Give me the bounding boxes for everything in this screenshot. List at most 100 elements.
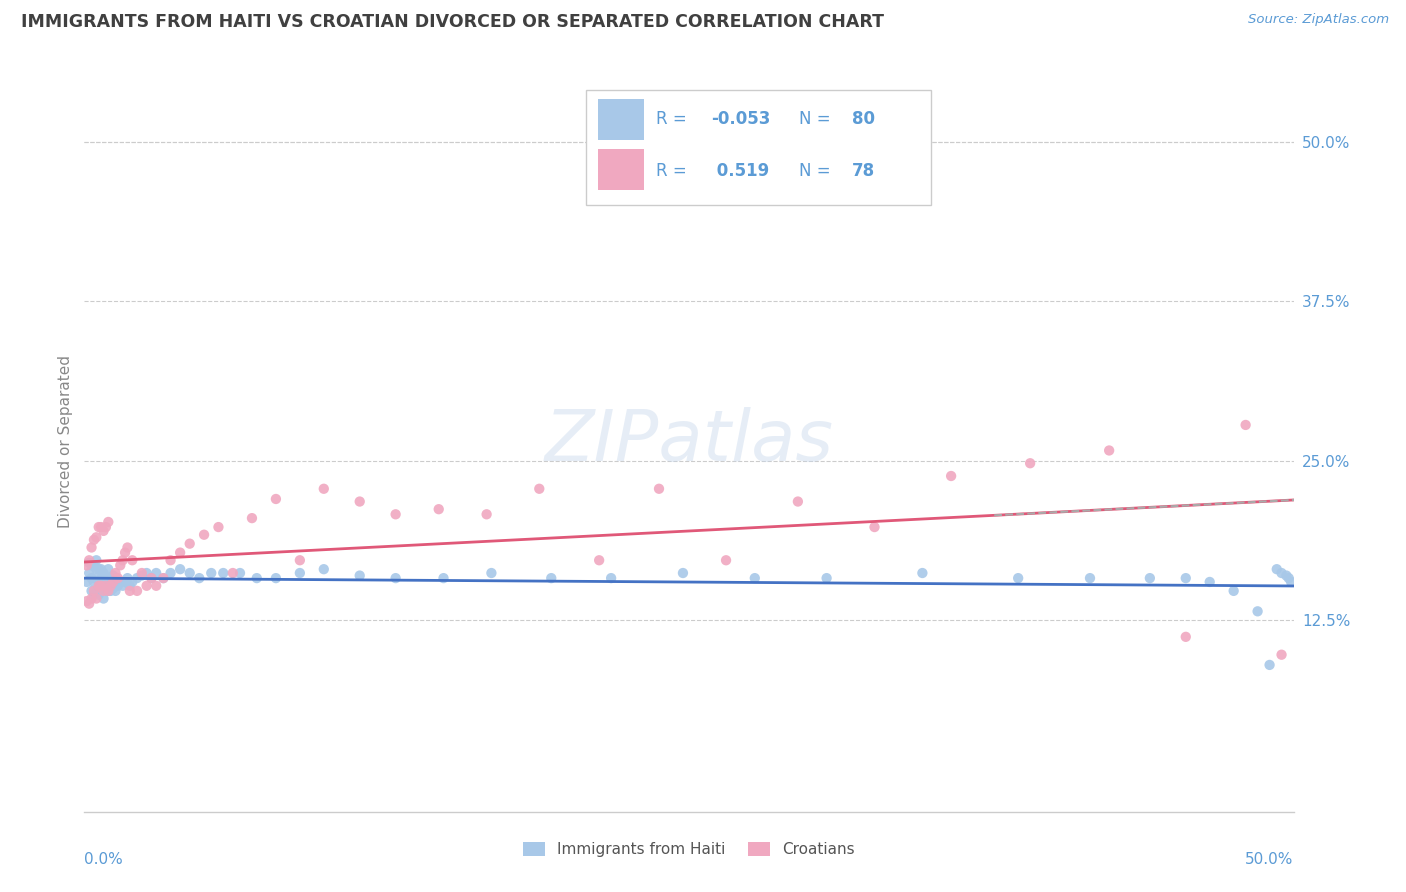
Point — [1278, 571, 1301, 585]
Point — [107, 579, 129, 593]
Point — [169, 546, 191, 560]
Point — [744, 571, 766, 585]
Point — [815, 571, 838, 585]
Point — [1351, 303, 1374, 318]
Point — [648, 482, 671, 496]
Point — [288, 553, 311, 567]
Point — [101, 574, 124, 589]
Point — [1375, 553, 1398, 567]
Point — [1367, 553, 1389, 567]
Point — [80, 541, 103, 555]
Point — [169, 562, 191, 576]
Point — [1391, 558, 1406, 573]
Point — [121, 553, 143, 567]
Point — [125, 583, 148, 598]
Point — [76, 574, 98, 589]
Point — [83, 558, 105, 573]
Point — [1198, 574, 1220, 589]
Point — [312, 482, 335, 496]
Point — [83, 583, 105, 598]
Point — [93, 524, 115, 538]
Point — [939, 469, 962, 483]
Point — [118, 579, 141, 593]
Point — [97, 574, 120, 589]
Point — [152, 571, 174, 585]
Point — [111, 553, 134, 567]
Point — [94, 520, 117, 534]
Point — [90, 571, 112, 585]
Y-axis label: Divorced or Separated: Divorced or Separated — [58, 355, 73, 528]
Point — [77, 566, 100, 580]
Point — [200, 566, 222, 580]
Point — [1371, 553, 1393, 567]
Point — [110, 574, 132, 589]
Point — [80, 583, 103, 598]
Point — [97, 583, 120, 598]
Point — [481, 566, 503, 580]
Point — [1270, 648, 1292, 662]
Point — [94, 571, 117, 585]
Point — [80, 571, 103, 585]
Text: N =: N = — [799, 162, 835, 180]
Point — [80, 558, 103, 573]
Point — [93, 579, 115, 593]
Point — [107, 571, 129, 585]
Point — [90, 579, 112, 593]
Point — [131, 568, 153, 582]
Point — [1174, 630, 1197, 644]
Point — [145, 579, 167, 593]
Point — [529, 482, 551, 496]
Point — [1357, 328, 1379, 343]
Point — [135, 579, 157, 593]
Point — [786, 494, 808, 508]
Point — [104, 571, 127, 585]
Point — [540, 571, 562, 585]
Point — [100, 571, 122, 585]
Text: 80: 80 — [852, 111, 875, 128]
Point — [86, 530, 108, 544]
Point — [159, 553, 181, 567]
Point — [93, 583, 115, 598]
Point — [475, 508, 498, 522]
Point — [159, 566, 181, 580]
Point — [1265, 562, 1288, 576]
Point — [97, 562, 120, 576]
Point — [118, 583, 141, 598]
FancyBboxPatch shape — [599, 149, 644, 190]
Point — [87, 574, 110, 589]
Point — [104, 566, 127, 580]
Point — [87, 520, 110, 534]
Point — [264, 491, 287, 506]
Point — [1361, 597, 1384, 611]
Point — [1078, 571, 1101, 585]
Point — [90, 520, 112, 534]
Point — [114, 574, 136, 589]
Point — [90, 583, 112, 598]
Point — [97, 583, 120, 598]
Point — [100, 579, 122, 593]
Point — [207, 520, 229, 534]
Point — [1330, 527, 1353, 541]
Point — [1222, 583, 1244, 598]
FancyBboxPatch shape — [599, 100, 644, 140]
Point — [152, 571, 174, 585]
Point — [131, 566, 153, 580]
Point — [1313, 566, 1336, 580]
Point — [193, 527, 215, 541]
Point — [588, 553, 610, 567]
Text: R =: R = — [657, 162, 692, 180]
Point — [86, 591, 108, 606]
Point — [863, 520, 886, 534]
Point — [80, 591, 103, 606]
Point — [83, 574, 105, 589]
Text: ZIPatlas: ZIPatlas — [544, 407, 834, 476]
Point — [222, 566, 245, 580]
Text: 78: 78 — [852, 162, 876, 180]
Point — [264, 571, 287, 585]
Point — [384, 508, 406, 522]
Point — [432, 571, 454, 585]
Point — [1270, 566, 1292, 580]
Point — [87, 588, 110, 602]
Point — [86, 583, 108, 598]
Point — [121, 574, 143, 589]
